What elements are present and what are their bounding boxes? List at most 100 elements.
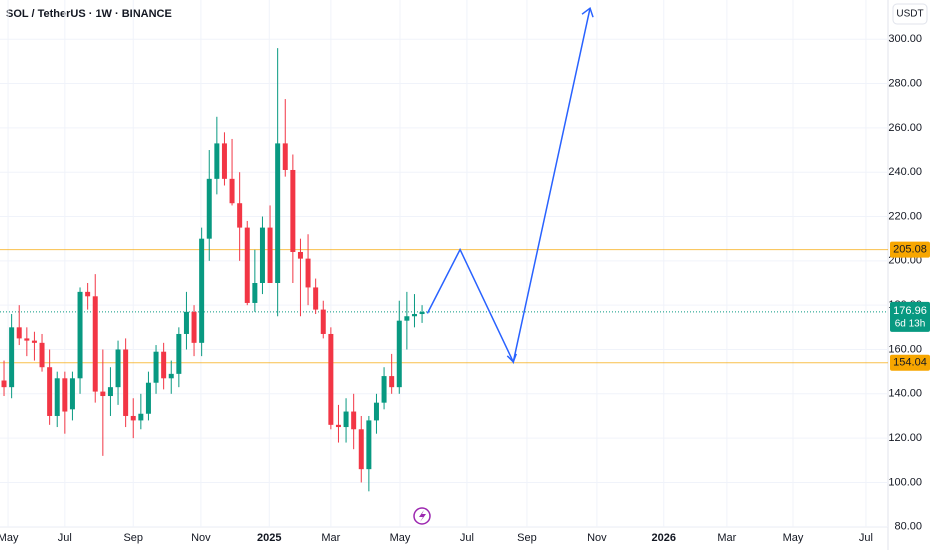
x-tick-label: May — [783, 532, 804, 544]
candle-body — [381, 376, 387, 403]
candle-body — [297, 251, 303, 259]
icon-bolt[interactable] — [419, 510, 426, 522]
lightning-icon[interactable] — [413, 507, 431, 525]
candle-body — [389, 376, 395, 388]
candle-body — [351, 411, 357, 430]
projection-path — [426, 8, 591, 365]
candle-body — [138, 413, 144, 421]
candle-body — [92, 296, 98, 392]
level-badge — [890, 354, 930, 371]
x-tick-label: Jul — [460, 532, 474, 544]
candle-body — [9, 327, 15, 388]
candle-body — [39, 342, 45, 368]
candle-body — [252, 283, 258, 303]
candle-body — [77, 291, 83, 379]
candle-body — [62, 378, 68, 412]
candle-body — [335, 424, 341, 428]
y-tick-label: 300.00 — [888, 33, 922, 45]
candle-body — [320, 309, 326, 334]
candle-body — [396, 320, 402, 388]
x-tick-label: Nov — [191, 532, 211, 544]
candle-body — [168, 373, 174, 379]
candle-body — [24, 338, 30, 341]
y-tick-label: 200.00 — [888, 255, 922, 267]
candle-body — [282, 143, 288, 170]
projection-arrowhead — [506, 353, 517, 364]
x-tick-label: May — [0, 532, 19, 544]
candle-body — [54, 378, 60, 416]
candle-body — [145, 382, 151, 414]
x-tick-label: Jul — [859, 532, 873, 544]
candle-body — [229, 178, 235, 204]
last-price-label: 176.96 — [893, 305, 927, 317]
projection-arrowhead — [581, 6, 594, 18]
candle-body — [161, 351, 167, 379]
candle-body — [404, 316, 410, 321]
candle-body — [244, 227, 250, 303]
chart-title: SOL / TetherUS · 1W · BINANCE — [6, 8, 172, 20]
level-label: 154.04 — [893, 357, 927, 369]
countdown-label: 6d 13h — [895, 319, 926, 330]
currency-button[interactable] — [892, 3, 928, 25]
candle-body — [373, 402, 379, 421]
candle-body — [1, 380, 7, 388]
candle-body — [191, 311, 197, 343]
y-tick-label: 220.00 — [888, 210, 922, 222]
candle-body — [305, 258, 311, 288]
candle-body — [16, 327, 22, 339]
level-label: 205.08 — [893, 243, 927, 255]
last-price-badge — [890, 301, 930, 332]
x-tick-label: May — [390, 532, 411, 544]
x-tick-label: 2025 — [257, 532, 281, 544]
candle-body — [199, 238, 205, 343]
candle-body — [221, 143, 227, 179]
candle-body — [237, 203, 243, 228]
candle-body — [123, 349, 129, 416]
candle-body — [328, 333, 334, 425]
x-tick-label: Mar — [717, 532, 736, 544]
x-tick-label: Nov — [587, 532, 607, 544]
y-tick-label: 140.00 — [888, 388, 922, 400]
candle-body — [130, 415, 136, 421]
candle-body — [107, 387, 113, 397]
x-tick-label: Jul — [58, 532, 72, 544]
candle-body — [366, 420, 372, 470]
y-tick-label: 80.00 — [894, 521, 922, 533]
candle-body — [267, 227, 273, 284]
candle-body — [69, 378, 75, 410]
x-tick-label: Mar — [321, 532, 340, 544]
candle-body — [411, 314, 417, 317]
candle-body — [183, 311, 189, 334]
y-tick-label: 120.00 — [888, 432, 922, 444]
candle-body — [259, 227, 265, 284]
candle-body — [275, 143, 281, 284]
x-tick-label: Sep — [517, 532, 537, 544]
candle-body — [419, 311, 425, 315]
candle-body — [47, 367, 53, 416]
candle-body — [100, 391, 106, 397]
candle-body — [176, 333, 182, 374]
candle-body — [358, 429, 364, 470]
y-tick-label: 100.00 — [888, 476, 922, 488]
candle-body — [214, 143, 220, 179]
candle-body — [343, 411, 349, 428]
candle-body — [153, 351, 159, 383]
candle-body — [206, 178, 212, 239]
x-tick-label: Sep — [123, 532, 143, 544]
icon-circle[interactable] — [413, 507, 431, 525]
candle-body — [85, 291, 91, 297]
candle-body — [31, 340, 37, 343]
x-tick-label: 2026 — [652, 532, 676, 544]
y-tick-label: 160.00 — [888, 343, 922, 355]
y-tick-label: 280.00 — [888, 77, 922, 89]
candle-body — [115, 349, 121, 388]
candle-body — [313, 287, 319, 310]
level-badge — [890, 241, 930, 258]
candle-body — [290, 169, 296, 252]
y-tick-label: 260.00 — [888, 122, 922, 134]
y-tick-label: 240.00 — [888, 166, 922, 178]
currency[interactable]: USDT — [896, 9, 923, 20]
grid — [0, 0, 888, 528]
